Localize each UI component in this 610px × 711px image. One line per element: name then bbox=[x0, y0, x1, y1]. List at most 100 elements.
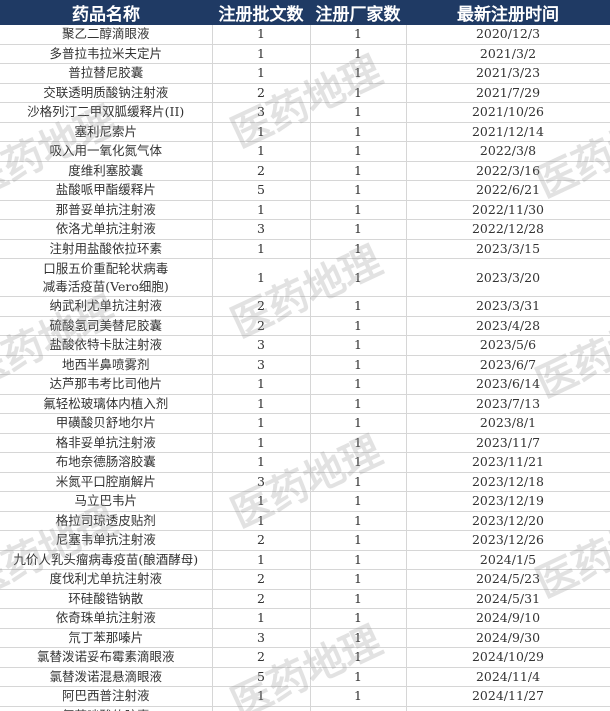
approval-count-cell: 1 bbox=[212, 491, 311, 512]
table-row: 塞利尼索片 1 1 2021/12/14 bbox=[0, 122, 610, 142]
table-row: 布地奈德肠溶胶囊 1 1 2023/11/21 bbox=[0, 452, 610, 473]
latest-date-cell: 2024/1/5 bbox=[406, 550, 610, 570]
latest-date-cell: 2023/6/14 bbox=[406, 374, 610, 395]
approval-count-cell: 1 bbox=[212, 511, 311, 531]
approval-count-cell: 3 bbox=[212, 219, 311, 240]
manufacturer-count-cell: 1 bbox=[310, 394, 407, 414]
latest-date-cell: 2024/10/29 bbox=[406, 647, 610, 668]
drug-name-cell: 氘丁苯那嗪片 bbox=[0, 628, 213, 648]
table-row: 注射用盐酸依拉环素 1 1 2023/3/15 bbox=[0, 239, 610, 259]
table-row: 达芦那韦考比司他片 1 1 2023/6/14 bbox=[0, 374, 610, 395]
drug-name-cell: 聚乙二醇滴眼液 bbox=[0, 25, 213, 45]
table-row: 依奇珠单抗注射液 1 1 2024/9/10 bbox=[0, 608, 610, 629]
table-row: 度伐利尤单抗注射液 2 1 2024/5/23 bbox=[0, 569, 610, 590]
latest-date-cell: 2021/7/29 bbox=[406, 83, 610, 103]
table-row: 硫酸氢司美替尼胶囊 2 1 2023/4/28 bbox=[0, 316, 610, 336]
manufacturer-count-cell: 1 bbox=[310, 141, 407, 162]
approval-count-cell: 1 bbox=[212, 374, 311, 395]
manufacturer-count-cell: 1 bbox=[310, 530, 407, 551]
table-row: 氟轻松玻璃体内植入剂 1 1 2023/7/13 bbox=[0, 394, 610, 414]
approval-count-cell: 1 bbox=[212, 550, 311, 570]
drug-name-cell: 盐酸哌甲酯缓释片 bbox=[0, 180, 213, 201]
table-row: 盐酸依特卡肽注射液 3 1 2023/5/6 bbox=[0, 335, 610, 356]
latest-date-cell: 2023/3/31 bbox=[406, 296, 610, 317]
table-row: 马立巴韦片 1 1 2023/12/19 bbox=[0, 491, 610, 512]
approval-count-cell: 3 bbox=[212, 472, 311, 492]
table-row: 纳武利尤单抗注射液 2 1 2023/3/31 bbox=[0, 296, 610, 317]
table-row: 米氮平口腔崩解片 3 1 2023/12/18 bbox=[0, 472, 610, 492]
approval-count-cell: 2 bbox=[212, 316, 311, 336]
table-row: 交联透明质酸钠注射液 2 1 2021/7/29 bbox=[0, 83, 610, 103]
latest-date-cell: 2024/9/10 bbox=[406, 608, 610, 629]
header-manufacturer-count: 注册厂家数 bbox=[310, 0, 406, 25]
table-row: 普拉替尼胶囊 1 1 2021/3/23 bbox=[0, 63, 610, 84]
manufacturer-count-cell: 1 bbox=[310, 355, 407, 375]
approval-count-cell: 5 bbox=[212, 667, 311, 687]
approval-count-cell: 1 bbox=[212, 706, 311, 711]
table-row: 依洛尤单抗注射液 3 1 2022/12/28 bbox=[0, 219, 610, 240]
approval-count-cell: 1 bbox=[212, 258, 311, 297]
approval-count-cell: 3 bbox=[212, 102, 311, 123]
drug-name-cell: 注射用盐酸依拉环素 bbox=[0, 239, 213, 259]
drug-name-cell: 硫酸氢司美替尼胶囊 bbox=[0, 316, 213, 336]
table-row: 格非妥单抗注射液 1 1 2023/11/7 bbox=[0, 433, 610, 453]
latest-date-cell: 2021/10/26 bbox=[406, 102, 610, 123]
approval-count-cell: 3 bbox=[212, 628, 311, 648]
approval-count-cell: 2 bbox=[212, 83, 311, 103]
table-row: 九价人乳头瘤病毒疫苗(酿酒酵母) 1 1 2024/1/5 bbox=[0, 550, 610, 570]
approval-count-cell: 1 bbox=[212, 239, 311, 259]
table-row: 环硅酸锆钠散 2 1 2024/5/31 bbox=[0, 589, 610, 609]
approval-count-cell: 2 bbox=[212, 569, 311, 590]
manufacturer-count-cell: 1 bbox=[310, 239, 407, 259]
manufacturer-count-cell: 1 bbox=[310, 83, 407, 103]
latest-date-cell: 2023/12/26 bbox=[406, 530, 610, 551]
drug-name-cell: 氯替泼诺妥布霉素滴眼液 bbox=[0, 647, 213, 668]
approval-count-cell: 1 bbox=[212, 433, 311, 453]
latest-date-cell: 2022/3/8 bbox=[406, 141, 610, 162]
manufacturer-count-cell: 1 bbox=[310, 122, 407, 142]
approval-count-cell: 1 bbox=[212, 44, 311, 64]
manufacturer-count-cell: 1 bbox=[310, 511, 407, 531]
manufacturer-count-cell: 1 bbox=[310, 550, 407, 570]
drug-name-cell: 纳武利尤单抗注射液 bbox=[0, 296, 213, 317]
manufacturer-count-cell: 1 bbox=[310, 44, 407, 64]
table-row: 地西半鼻喷雾剂 3 1 2023/6/7 bbox=[0, 355, 610, 375]
header-drug-name: 药品名称 bbox=[0, 0, 212, 25]
drug-name-cell: 米氮平口腔崩解片 bbox=[0, 472, 213, 492]
drug-name-cell: 氯替泼诺混悬滴眼液 bbox=[0, 667, 213, 687]
manufacturer-count-cell: 1 bbox=[310, 569, 407, 590]
manufacturer-count-cell: 1 bbox=[310, 452, 407, 473]
latest-date-cell: 2023/4/28 bbox=[406, 316, 610, 336]
drug-name-cell: 氟轻松玻璃体内植入剂 bbox=[0, 394, 213, 414]
drug-name-cell: 沙格列汀二甲双胍缓释片(II) bbox=[0, 102, 213, 123]
latest-date-cell: 2024/5/31 bbox=[406, 589, 610, 609]
approval-count-cell: 3 bbox=[212, 355, 311, 375]
latest-date-cell: 2023/3/20 bbox=[406, 258, 610, 297]
drug-name-cell: 口服五价重配轮状病毒 减毒活疫苗(Vero细胞) bbox=[0, 258, 213, 297]
drug-name-cell: 度伐利尤单抗注射液 bbox=[0, 569, 213, 590]
manufacturer-count-cell: 1 bbox=[310, 589, 407, 609]
header-approval-count: 注册批文数 bbox=[212, 0, 310, 25]
manufacturer-count-cell: 1 bbox=[310, 180, 407, 201]
approval-count-cell: 2 bbox=[212, 589, 311, 609]
approval-count-cell: 1 bbox=[212, 141, 311, 162]
drug-name-cell: 格拉司琼透皮贴剂 bbox=[0, 511, 213, 531]
approval-count-cell: 2 bbox=[212, 161, 311, 181]
table-row: 格拉司琼透皮贴剂 1 1 2023/12/20 bbox=[0, 511, 610, 531]
drug-name-cell: 环硅酸锆钠散 bbox=[0, 589, 213, 609]
manufacturer-count-cell: 1 bbox=[310, 258, 407, 297]
latest-date-cell: 2022/11/30 bbox=[406, 200, 610, 220]
drug-name-cell: 达芦那韦考比司他片 bbox=[0, 374, 213, 395]
approval-count-cell: 1 bbox=[212, 394, 311, 414]
manufacturer-count-cell: 1 bbox=[310, 102, 407, 123]
latest-date-cell: 2020/12/3 bbox=[406, 25, 610, 45]
table-row: 那普妥单抗注射液 1 1 2022/11/30 bbox=[0, 200, 610, 220]
latest-date-cell: 2023/12/19 bbox=[406, 491, 610, 512]
approval-count-cell: 1 bbox=[212, 686, 311, 707]
manufacturer-count-cell: 1 bbox=[310, 219, 407, 240]
latest-date-cell: 2021/12/14 bbox=[406, 122, 610, 142]
drug-name-cell: 格非妥单抗注射液 bbox=[0, 433, 213, 453]
drug-name-cell: 地西半鼻喷雾剂 bbox=[0, 355, 213, 375]
approval-count-cell: 1 bbox=[212, 452, 311, 473]
